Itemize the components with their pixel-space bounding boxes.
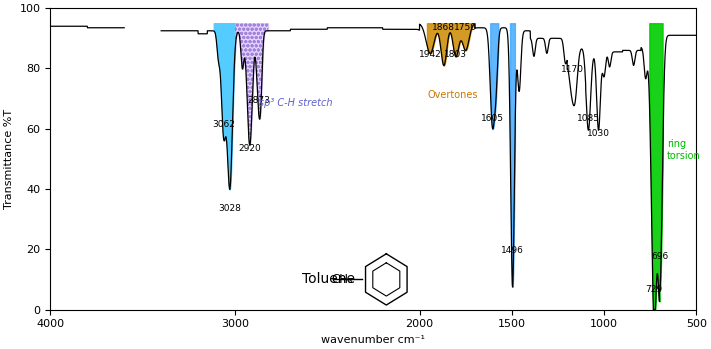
- Y-axis label: Transmittance %T: Transmittance %T: [4, 109, 14, 209]
- Text: 1085: 1085: [577, 114, 600, 123]
- Text: 1750: 1750: [454, 23, 477, 32]
- Text: 696: 696: [651, 252, 669, 261]
- Text: 1496: 1496: [501, 246, 524, 255]
- Text: sp³ C-H stretch: sp³ C-H stretch: [259, 98, 333, 107]
- Text: ring
torsion: ring torsion: [667, 139, 700, 161]
- Text: 2873: 2873: [247, 96, 270, 105]
- Text: 3062: 3062: [212, 120, 235, 129]
- Text: 1803: 1803: [444, 50, 467, 59]
- Text: 2920: 2920: [238, 144, 261, 153]
- Text: 1030: 1030: [587, 129, 610, 138]
- Text: 729: 729: [646, 285, 663, 295]
- Text: 3028: 3028: [218, 204, 241, 213]
- X-axis label: wavenumber cm⁻¹: wavenumber cm⁻¹: [321, 335, 425, 345]
- Text: 1868: 1868: [432, 23, 455, 32]
- Text: 1170: 1170: [561, 66, 584, 74]
- Text: 1605: 1605: [481, 114, 504, 123]
- Text: Overtones: Overtones: [427, 90, 478, 99]
- Text: Toluene: Toluene: [302, 273, 355, 287]
- Text: 1942: 1942: [419, 50, 442, 59]
- Text: CH₃: CH₃: [331, 273, 353, 286]
